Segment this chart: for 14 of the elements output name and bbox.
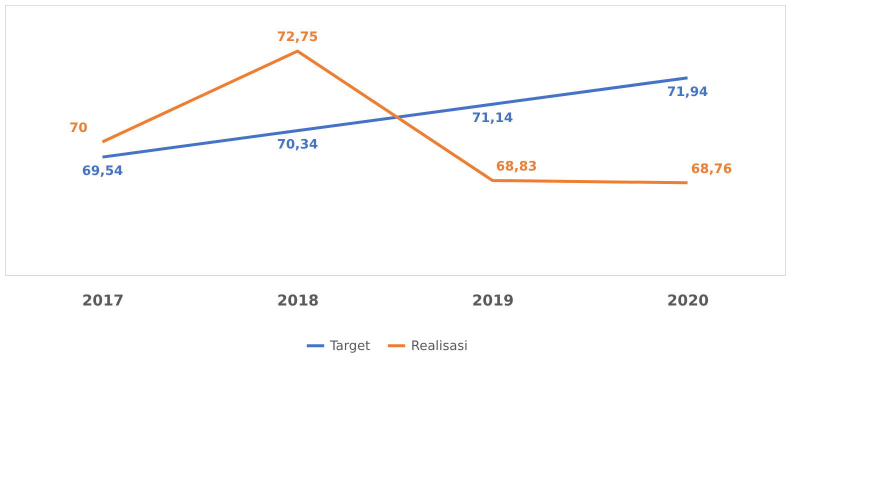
data-label: 70,34 xyxy=(276,138,318,153)
legend-label: Target xyxy=(329,338,370,354)
data-label: 71,94 xyxy=(666,84,708,100)
x-tick-label: 2019 xyxy=(472,292,514,310)
x-tick-label: 2020 xyxy=(667,292,709,310)
x-tick-label: 2017 xyxy=(82,292,124,310)
data-label: 68,83 xyxy=(496,159,538,174)
x-tick-label: 2018 xyxy=(277,292,319,310)
data-label: 70 xyxy=(69,120,88,136)
data-label: 68,76 xyxy=(690,162,732,177)
data-label: 72,75 xyxy=(276,30,318,46)
data-label: 69,54 xyxy=(82,164,124,180)
data-label: 71,14 xyxy=(472,111,514,126)
legend-label: Realisasi xyxy=(411,338,468,354)
